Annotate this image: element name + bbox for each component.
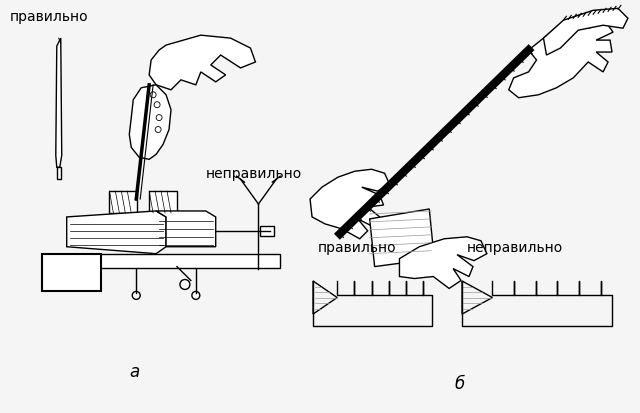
Text: неправильно: неправильно: [467, 240, 563, 254]
Circle shape: [150, 93, 156, 98]
Polygon shape: [67, 211, 166, 254]
Bar: [42, 254, 280, 268]
Text: а: а: [129, 362, 140, 380]
Circle shape: [192, 292, 200, 300]
Circle shape: [180, 280, 190, 290]
Text: правильно: правильно: [10, 10, 89, 24]
Text: б: б: [454, 374, 465, 392]
Polygon shape: [149, 36, 255, 90]
Polygon shape: [543, 9, 628, 56]
Bar: [149, 192, 177, 214]
Circle shape: [154, 102, 160, 108]
Bar: [109, 192, 137, 214]
Polygon shape: [310, 170, 390, 239]
Polygon shape: [129, 85, 171, 160]
Circle shape: [155, 127, 161, 133]
Polygon shape: [370, 209, 434, 267]
Bar: [57, 168, 61, 180]
Bar: [42, 254, 102, 292]
Circle shape: [156, 115, 162, 121]
Polygon shape: [509, 11, 613, 98]
Bar: [260, 226, 275, 236]
Polygon shape: [399, 237, 487, 289]
Polygon shape: [156, 211, 216, 247]
Text: неправильно: неправильно: [206, 167, 302, 181]
Circle shape: [132, 292, 140, 300]
Polygon shape: [56, 39, 61, 168]
Text: правильно: правильно: [318, 240, 397, 254]
